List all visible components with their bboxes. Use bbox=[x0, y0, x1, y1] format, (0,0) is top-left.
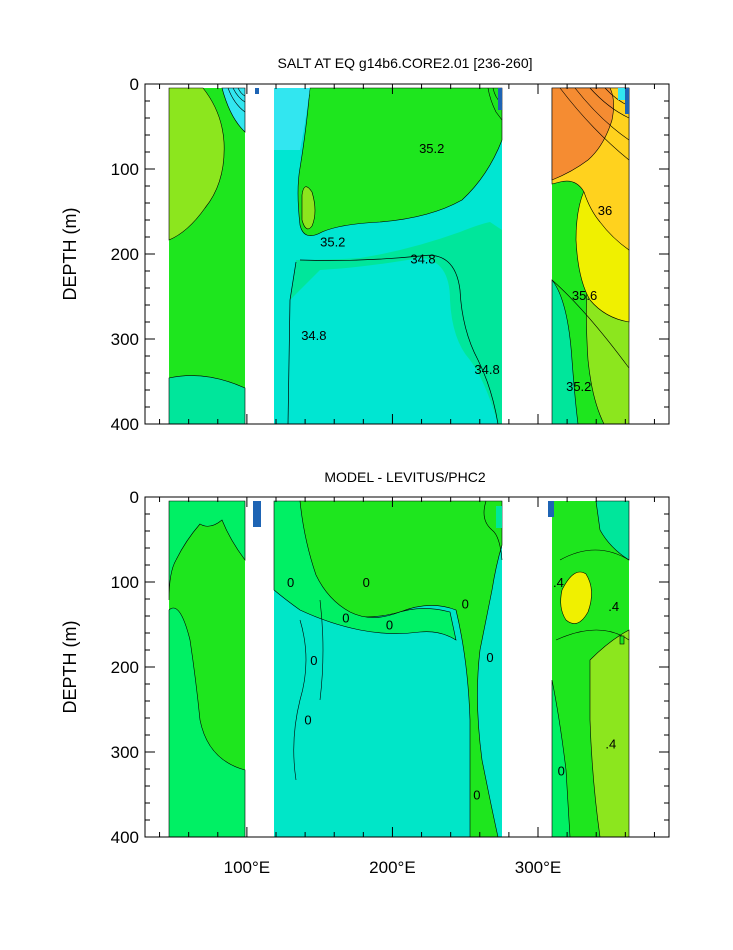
contour-label: 34.8 bbox=[474, 362, 499, 377]
fill-atlantic-springgreen-b bbox=[551, 679, 571, 837]
contour-label: 0 bbox=[304, 713, 311, 728]
contour-label: 0 bbox=[486, 650, 493, 665]
y-tick-label: 100 bbox=[111, 160, 139, 179]
fill-atlantic-teal bbox=[551, 279, 579, 424]
field-top bbox=[168, 87, 630, 424]
contour-label: 0 bbox=[473, 788, 480, 803]
contour-label: .4 bbox=[608, 599, 619, 614]
title-bottom: MODEL - LEVITUS/PHC2 bbox=[324, 469, 486, 485]
ylabel-bottom: DEPTH (m) bbox=[60, 621, 80, 714]
fill-atlantic-orange bbox=[551, 87, 614, 181]
y-tick-label: 200 bbox=[111, 245, 139, 264]
contour-label: 0 bbox=[363, 575, 370, 590]
contour-label: 34.8 bbox=[301, 328, 326, 343]
panel-top: 35.2 35.2 34.8 34.8 34.8 36 35.6 35.2 0 100 200 30… bbox=[60, 55, 670, 434]
contour-label: .4 bbox=[605, 737, 616, 752]
fill-indian-lightgreen bbox=[168, 87, 225, 241]
contour-label: 35.2 bbox=[566, 379, 591, 394]
contour-label: 36 bbox=[598, 203, 612, 218]
x-tick-label: 100°E bbox=[224, 858, 271, 877]
contour-label: 0 bbox=[462, 596, 469, 611]
y-tick-label: 200 bbox=[111, 658, 139, 677]
fill-indian-cyan bbox=[221, 87, 246, 133]
field-bottom bbox=[168, 500, 630, 837]
contour-label: 0 bbox=[287, 575, 294, 590]
contour-labels-bottom: 0 0 0 0 0 0 0 0 0 0 .4 .4 .4 bbox=[287, 575, 619, 803]
y-tick-label: 300 bbox=[111, 330, 139, 349]
fill-pacific-lightgreen bbox=[301, 186, 316, 230]
axes-bottom: 0 100 200 300 400 100°E 200°E 300°E bbox=[111, 488, 669, 877]
x-tick-label: 300°E bbox=[515, 858, 562, 877]
fill-atlantic-lightgreen-b bbox=[589, 629, 630, 837]
contour-label: 35.2 bbox=[419, 141, 444, 156]
title-top: SALT AT EQ g14b6.CORE2.01 [236-260] bbox=[277, 55, 532, 71]
y-tick-label: 0 bbox=[130, 488, 139, 507]
contour-label: 0 bbox=[386, 618, 393, 633]
contour-labels-top: 35.2 35.2 34.8 34.8 34.8 36 35.6 35.2 bbox=[301, 141, 612, 394]
fill-atlantic-yellow-b bbox=[560, 571, 592, 624]
ylabel-top: DEPTH (m) bbox=[60, 208, 80, 301]
contour-label: 35.6 bbox=[572, 288, 597, 303]
fill-pacific-green bbox=[297, 87, 503, 237]
y-tick-label: 100 bbox=[111, 573, 139, 592]
fill-pacific-teal bbox=[290, 222, 502, 424]
contour-label: 0 bbox=[342, 611, 349, 626]
contour-label: .4 bbox=[553, 575, 564, 590]
fill-indian-springgreen-b bbox=[168, 500, 246, 601]
contour-label: 34.8 bbox=[410, 251, 435, 266]
y-tick-label: 400 bbox=[111, 828, 139, 847]
axes-top: 0 100 200 300 400 bbox=[111, 75, 669, 434]
x-tick-label: 200°E bbox=[369, 858, 416, 877]
y-tick-label: 400 bbox=[111, 415, 139, 434]
fill-pacific-aqua bbox=[274, 88, 310, 150]
contour-label: 35.2 bbox=[320, 234, 345, 249]
contour-label: 0 bbox=[310, 653, 317, 668]
y-tick-label: 300 bbox=[111, 743, 139, 762]
contour-label: 0 bbox=[558, 764, 565, 779]
fill-indian-teal bbox=[168, 375, 246, 424]
fill-pacific-springgreen-b bbox=[273, 500, 457, 641]
fill-indian-teal-b bbox=[168, 607, 246, 837]
panel-bottom: 0 0 0 0 0 0 0 0 0 0 .4 .4 .4 0 100 200 300 400 100°E 200°E… bbox=[60, 469, 670, 877]
y-tick-label: 0 bbox=[130, 75, 139, 94]
